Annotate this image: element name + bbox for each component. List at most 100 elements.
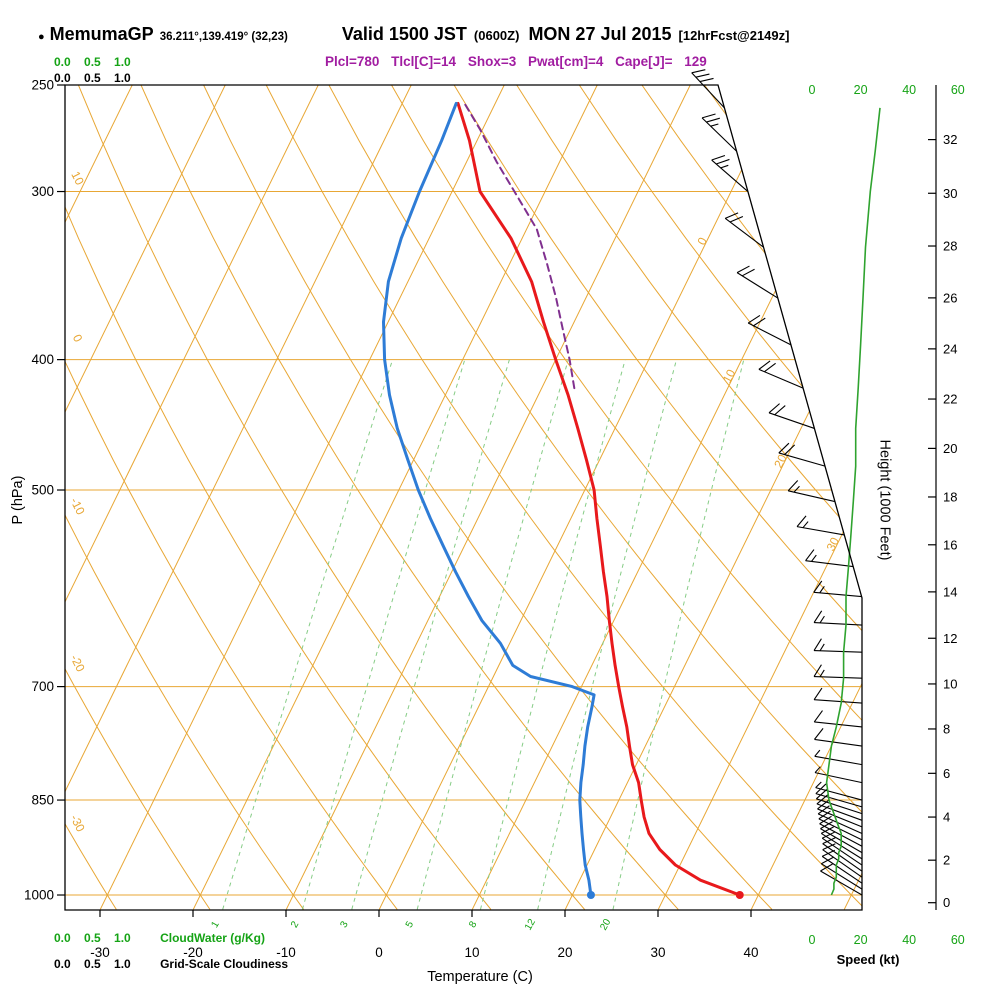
dry-adiabat-line — [265, 85, 862, 910]
wind-barb-full — [821, 831, 836, 839]
wind-barb-staff — [816, 798, 863, 815]
wind-barb-full — [758, 360, 771, 370]
tick-label: -30 — [67, 812, 87, 834]
tick-label: -10 — [67, 495, 87, 517]
tick-label: -20 — [67, 652, 87, 674]
tick-label: 300 — [31, 184, 54, 199]
wind-barb-staff — [815, 787, 863, 801]
dry-adiabat-line — [77, 85, 585, 910]
tick-label: -30 — [90, 945, 110, 960]
wind-barb-staff — [691, 72, 725, 109]
tick-label: 10 — [943, 676, 957, 691]
tick-label: 0 — [809, 933, 816, 947]
wind-barb-staff — [701, 117, 737, 152]
wind-barb-full — [820, 821, 833, 830]
wind-barb-staff — [814, 621, 863, 626]
tick-label: 12 — [943, 631, 957, 646]
wind-barb-staff — [820, 870, 863, 896]
valid-time: Valid 1500 JST — [341, 24, 467, 44]
wind-barb-full — [741, 268, 755, 277]
wind-barb-full — [813, 638, 822, 651]
mixing-ratio-line — [480, 359, 626, 910]
tick-label: 18 — [943, 489, 957, 504]
tick-label: 10 — [68, 169, 87, 188]
isotherm-line — [564, 85, 862, 910]
wind-barb-full — [822, 843, 836, 851]
isotherm-line — [378, 85, 784, 910]
cloudwater-scale-values: 0.0 0.5 1.0 — [54, 931, 131, 945]
tick-label: 0 — [70, 332, 86, 345]
tick-label: 10 — [464, 945, 479, 960]
tick-label: -10 — [276, 945, 296, 960]
wind-barb-staff — [813, 591, 862, 598]
dewpoint-profile — [382, 101, 596, 897]
wind-barb-half — [815, 781, 822, 789]
tick-label: 20 — [598, 917, 613, 933]
cloudiness-scale-values: 0.0 0.5 1.0 — [54, 957, 131, 971]
speed-profile — [825, 107, 881, 896]
cloudwater-scale-top: 0.0 0.5 1.0 — [54, 55, 131, 69]
wind-barb-staff — [747, 322, 792, 346]
surface-dewpoint-marker — [586, 891, 595, 900]
temperature-axis-label: Temperature (C) — [427, 969, 533, 985]
tick-label: 0 — [809, 83, 816, 97]
isotherm-line — [843, 85, 862, 910]
tick-label: 60 — [951, 83, 965, 97]
isotherm-line — [192, 85, 598, 910]
wind-barb-full — [701, 113, 716, 119]
dry-adiabat-line — [65, 85, 492, 910]
mixing-ratio-lines — [222, 359, 745, 910]
tick-label: 700 — [31, 679, 54, 694]
wind-barb-staff — [814, 699, 863, 704]
mixing-ratio-line — [222, 359, 394, 910]
wind-barb-half — [819, 669, 825, 678]
wind-barb-full — [813, 580, 823, 593]
cloudiness-label: Grid-Scale Cloudiness — [160, 957, 289, 971]
wind-barb-full — [753, 317, 766, 327]
wind-barb-half — [819, 586, 825, 594]
wind-barb-full — [764, 362, 776, 373]
tick-label: 20 — [943, 441, 957, 456]
wind-barb-staff — [816, 803, 863, 821]
tick-label: 1 — [209, 919, 222, 930]
wind-barb-staff — [815, 793, 863, 808]
tick-label: 6 — [943, 766, 950, 781]
tick-label: 0 — [375, 945, 383, 960]
wind-barb-full — [814, 728, 824, 740]
wind-barb-staff — [817, 808, 863, 828]
wind-barb-full — [817, 805, 830, 815]
surface-temp-marker — [735, 891, 744, 900]
wind-barb-half — [814, 749, 821, 757]
wind-barb-staff — [821, 863, 863, 890]
dry-adiabat-line — [65, 85, 117, 910]
wind-barb-half — [819, 643, 825, 652]
wind-barb-staff — [805, 560, 854, 568]
wind-barb-full — [813, 687, 823, 701]
wind-barb-full — [699, 77, 714, 83]
wind-barb-half — [814, 766, 821, 773]
wind-barb-full — [813, 710, 823, 723]
dry-adiabat-line — [391, 85, 862, 910]
tick-label: 10 — [720, 367, 739, 386]
cloudiness-scale-top: 0.0 0.5 1.0 — [54, 71, 131, 85]
wind-barb-staff — [822, 849, 863, 878]
cloudwater-label: CloudWater (g/Kg) — [160, 931, 265, 945]
wind-barb-staff — [814, 650, 863, 653]
tick-label: 8 — [467, 919, 480, 930]
wind-barb-full — [711, 154, 726, 161]
wind-barb-staff — [788, 490, 836, 503]
dry-adiabat-line — [328, 85, 862, 910]
wind-barb-full — [796, 515, 807, 527]
tick-label: 0 — [943, 895, 950, 910]
tick-label: 3 — [338, 919, 351, 930]
valid-zulu: (0600Z) — [473, 28, 520, 43]
wind-barb-staff — [814, 772, 863, 784]
tick-label: -20 — [183, 945, 203, 960]
wind-barb-full — [787, 480, 799, 492]
tick-label: 40 — [902, 83, 916, 97]
dry-adiabat-line — [453, 85, 862, 910]
tick-label: 32 — [943, 132, 957, 147]
wind-barb-staff — [768, 412, 815, 429]
